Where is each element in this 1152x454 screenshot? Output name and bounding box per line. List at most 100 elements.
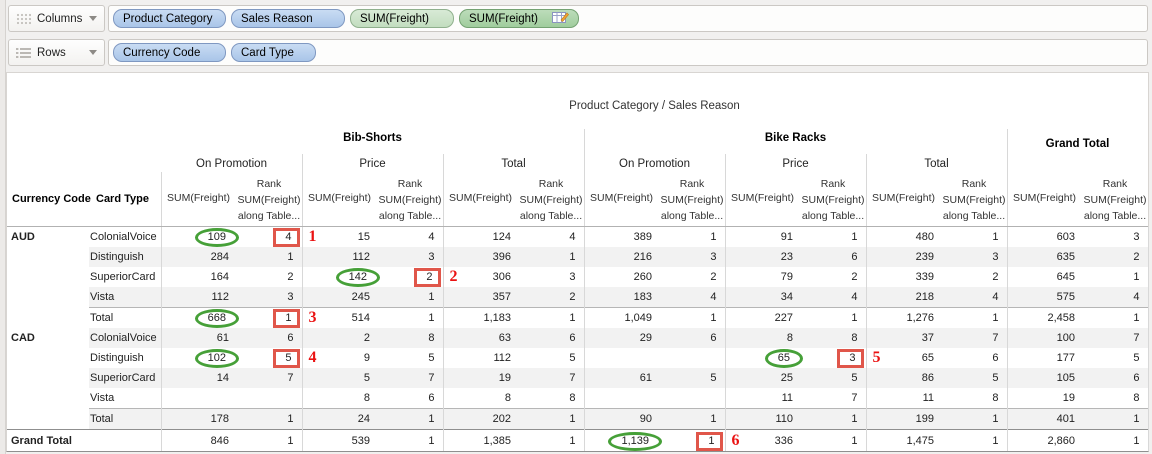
pill-currency-code[interactable]: Currency Code xyxy=(113,43,226,62)
rank-value-cell[interactable]: 7 xyxy=(992,332,999,344)
rank-value-cell[interactable]: 7 xyxy=(428,372,435,384)
freight-value-cell[interactable]: 24 xyxy=(301,408,377,430)
freight-value-cell[interactable]: 239 xyxy=(865,247,941,267)
rank-value-cell[interactable]: 3 xyxy=(569,271,576,283)
rank-value-cell[interactable]: 1 xyxy=(569,251,576,263)
rank-value-cell[interactable]: 1 xyxy=(287,251,294,263)
freight-value-cell[interactable]: 284 xyxy=(160,247,236,267)
rank-value-cell[interactable]: 8 xyxy=(851,332,858,344)
freight-value-cell[interactable]: 63 xyxy=(442,328,518,348)
card-type-cell[interactable]: Vista xyxy=(90,291,115,303)
rank-value-cell[interactable]: 1 xyxy=(941,429,1007,451)
rank-value-cell[interactable]: 2 xyxy=(287,271,294,283)
freight-value-cell[interactable] xyxy=(583,348,659,368)
freight-value-cell[interactable]: 202 xyxy=(442,408,518,430)
freight-value-cell[interactable]: 14 xyxy=(160,368,236,388)
card-type-header[interactable]: Card Type xyxy=(96,193,149,205)
freight-value-cell[interactable]: 90 xyxy=(583,408,659,430)
rank-value-cell[interactable]: 1 xyxy=(1082,408,1149,430)
rank-value-cell[interactable]: 1 xyxy=(428,291,435,303)
rank-value-cell[interactable]: 5 xyxy=(992,372,999,384)
freight-value-cell[interactable]: 177 xyxy=(1006,348,1082,368)
rank-value-cell[interactable]: 1 xyxy=(236,429,302,451)
rank-value-cell[interactable]: 1 xyxy=(518,408,584,430)
freight-value-cell[interactable]: 514 xyxy=(301,307,377,328)
freight-value-cell[interactable]: 79 xyxy=(724,267,800,287)
columns-shelf[interactable]: Columns xyxy=(8,5,105,32)
pill-product-category[interactable]: Product Category xyxy=(113,9,226,28)
freight-value-cell[interactable] xyxy=(160,388,236,409)
freight-value-cell[interactable]: 164 xyxy=(160,267,236,287)
rank-value-cell[interactable]: 5 xyxy=(428,352,435,364)
rank-value-cell[interactable]: 4 xyxy=(569,231,576,243)
rank-value-cell[interactable]: 1 xyxy=(377,429,443,451)
columns-shelf-pills[interactable]: Product Category Sales Reason SUM(Freight)… xyxy=(108,5,1148,32)
card-type-cell[interactable]: Distinguish xyxy=(90,251,144,263)
freight-value-cell[interactable]: 603 xyxy=(1006,227,1082,247)
rank-value-cell[interactable]: 6 xyxy=(287,332,294,344)
freight-value-cell[interactable]: 2 xyxy=(301,328,377,348)
pill-card-type[interactable]: Card Type xyxy=(231,43,316,62)
freight-value-cell[interactable]: 5 xyxy=(301,368,377,388)
freight-value-cell[interactable]: 183 xyxy=(583,287,659,308)
rank-value-cell[interactable]: 6 xyxy=(992,352,999,364)
freight-value-cell[interactable]: 339 xyxy=(865,267,941,287)
freight-value-cell[interactable]: 11 xyxy=(865,388,941,409)
freight-value-cell[interactable]: 2,860 xyxy=(1006,429,1082,451)
freight-value-cell[interactable]: 401 xyxy=(1006,408,1082,430)
rows-shelf-pills[interactable]: Currency Code Card Type xyxy=(108,39,1148,66)
freight-value-cell[interactable]: 142 xyxy=(301,267,380,287)
pill-sales-reason[interactable]: Sales Reason xyxy=(231,9,345,28)
rank-value-cell[interactable]: 4 xyxy=(851,291,858,303)
rank-value-cell[interactable]: 4 xyxy=(428,231,435,243)
freight-value-cell[interactable] xyxy=(583,388,659,409)
rank-value-cell[interactable]: 6 xyxy=(569,332,576,344)
rank-value-cell[interactable]: 8 xyxy=(569,392,576,404)
freight-value-cell[interactable]: 19 xyxy=(1006,388,1082,409)
rank-value-cell[interactable]: 3 xyxy=(992,251,999,263)
freight-value-cell[interactable]: 105 xyxy=(1006,368,1082,388)
freight-value-cell[interactable]: 8 xyxy=(301,388,377,409)
rank-value-cell[interactable]: 2 xyxy=(1082,247,1149,267)
freight-value-cell[interactable]: 227 xyxy=(724,307,800,328)
rank-value-cell[interactable]: 4 xyxy=(992,291,999,303)
rank-value-cell[interactable]: 1 xyxy=(518,429,584,451)
freight-value-cell[interactable]: 199 xyxy=(865,408,941,430)
freight-value-cell[interactable]: 8 xyxy=(724,328,800,348)
column-group-bib-shorts[interactable]: Bib-Shorts xyxy=(343,132,402,144)
freight-value-cell[interactable]: 260 xyxy=(583,267,659,287)
rank-value-cell[interactable]: 1 xyxy=(377,408,443,430)
freight-value-cell[interactable]: 389 xyxy=(583,227,659,247)
rank-value-cell[interactable]: 1 xyxy=(659,408,725,430)
rank-value-cell[interactable]: 1 xyxy=(518,307,584,328)
rank-value-cell[interactable]: 5 xyxy=(569,352,576,364)
rank-value-cell[interactable]: 8 xyxy=(992,392,999,404)
subcolumn-on-promotion[interactable]: On Promotion xyxy=(196,158,267,170)
freight-value-cell[interactable]: 15 xyxy=(301,227,377,247)
freight-value-cell[interactable]: 109 xyxy=(160,227,239,247)
freight-value-cell[interactable]: 29 xyxy=(583,328,659,348)
freight-value-cell[interactable]: 846 xyxy=(160,429,236,451)
rank-value-cell[interactable]: 6 xyxy=(851,251,858,263)
subcolumn-price[interactable]: Price xyxy=(359,158,386,170)
rank-value-cell[interactable]: 1 xyxy=(800,307,866,328)
rank-value-cell[interactable] xyxy=(659,348,725,368)
card-type-cell[interactable]: Vista xyxy=(90,392,115,404)
freight-value-cell[interactable]: 34 xyxy=(724,287,800,308)
rank-value-cell[interactable]: 5 xyxy=(851,372,858,384)
freight-value-cell[interactable]: 1,276 xyxy=(865,307,941,328)
card-type-cell[interactable]: Distinguish xyxy=(90,352,144,364)
freight-value-cell[interactable]: 1,139 xyxy=(583,429,662,451)
freight-value-cell[interactable]: 37 xyxy=(865,328,941,348)
rank-value-cell[interactable]: 2 xyxy=(710,271,717,283)
rank-value-cell[interactable]: 7 xyxy=(569,372,576,384)
card-type-cell[interactable]: ColonialVoice xyxy=(90,332,157,344)
freight-value-cell[interactable]: 25 xyxy=(724,368,800,388)
freight-value-cell[interactable]: 306 xyxy=(442,267,518,287)
card-type-cell[interactable]: Total xyxy=(89,408,161,430)
pill-sum-freight-[interactable]: SUM(Freight) xyxy=(459,9,579,28)
